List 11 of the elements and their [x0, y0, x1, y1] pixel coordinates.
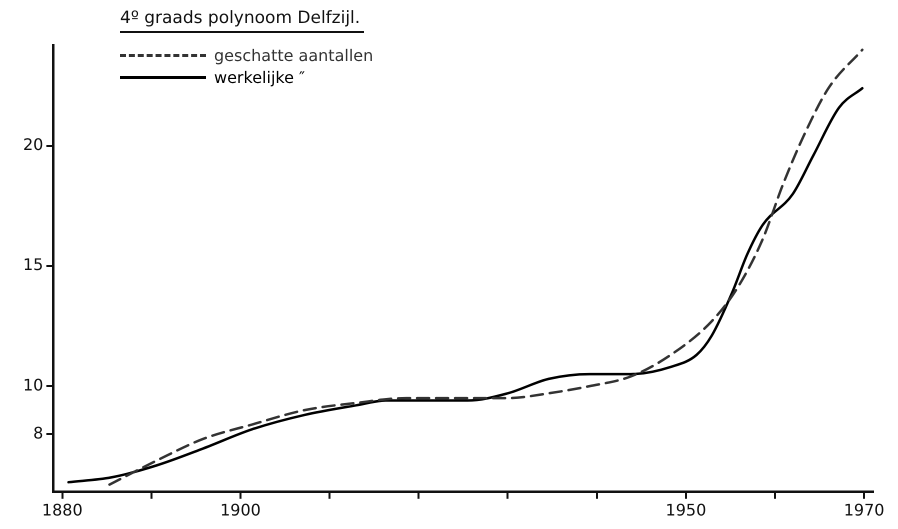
y-tick-label: 15 — [23, 255, 44, 274]
x-tick-label: 1970 — [844, 500, 884, 520]
y-tick-label: 20 — [23, 135, 44, 154]
x-tick-label: 1880 — [42, 500, 83, 520]
text: werkelijke ″ — [214, 68, 305, 86]
chart-title: 4º graads polynoom Delfzijl. — [120, 8, 364, 33]
x-tick-label: 1950 — [666, 500, 706, 520]
text: geschatte aantallen — [214, 46, 374, 64]
x-tick-label: 1900 — [220, 500, 261, 520]
y-tick-label: 10 — [23, 375, 44, 394]
y-tick-label: 8 — [33, 423, 44, 442]
